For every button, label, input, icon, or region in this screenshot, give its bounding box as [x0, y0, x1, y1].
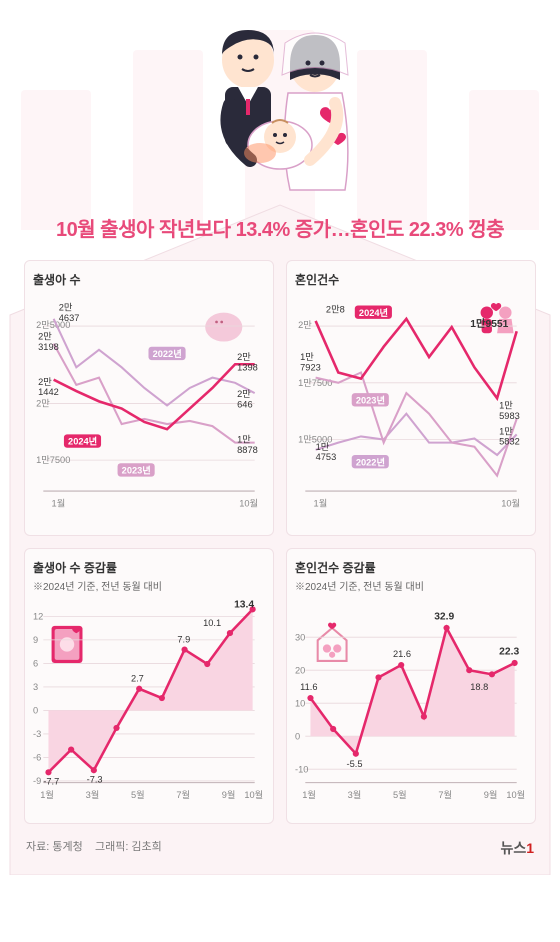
- svg-text:30: 30: [295, 632, 305, 642]
- svg-text:7.9: 7.9: [177, 634, 190, 644]
- svg-text:-10: -10: [295, 764, 308, 774]
- svg-text:2만: 2만: [36, 399, 50, 409]
- svg-text:-6: -6: [33, 753, 41, 763]
- svg-text:4637: 4637: [59, 313, 80, 323]
- svg-text:0: 0: [295, 731, 300, 741]
- chart-marriages: 혼인건수 2만 1만7500 1만5000: [286, 260, 536, 536]
- svg-text:2만: 2만: [237, 389, 251, 399]
- births-rate-svg: 12 9 6 3 0 -3 -6 -9 -7.7 -7.3 2.7 7.9 10.1 13.4…: [33, 597, 265, 808]
- svg-text:21.6: 21.6: [393, 649, 411, 659]
- charts-grid: 출생아 수 2만5000 2만 1만7500: [0, 260, 560, 824]
- svg-text:1만: 1만: [316, 442, 330, 452]
- svg-text:13.4: 13.4: [234, 599, 254, 610]
- svg-text:1월: 1월: [314, 498, 328, 509]
- svg-text:5월: 5월: [393, 789, 407, 800]
- svg-text:1만9551: 1만9551: [470, 317, 508, 330]
- svg-text:-7.7: -7.7: [43, 777, 59, 787]
- svg-text:2만8: 2만8: [326, 305, 345, 315]
- svg-text:20: 20: [295, 665, 305, 675]
- svg-text:7923: 7923: [300, 362, 321, 372]
- svg-text:-9: -9: [33, 776, 41, 786]
- footer: 자료: 통계청 그래픽: 김초희 뉴스1: [0, 824, 560, 858]
- svg-text:2023년: 2023년: [122, 465, 151, 476]
- svg-text:1만7500: 1만7500: [36, 455, 70, 465]
- svg-text:5832: 5832: [499, 437, 520, 447]
- svg-text:1만: 1만: [499, 401, 513, 411]
- svg-text:2만: 2만: [59, 303, 73, 313]
- svg-text:2024년: 2024년: [359, 307, 388, 318]
- svg-text:22.3: 22.3: [499, 647, 519, 658]
- svg-text:10월: 10월: [244, 789, 263, 800]
- svg-text:2023년: 2023년: [356, 394, 385, 405]
- svg-text:2024년: 2024년: [68, 436, 97, 447]
- couple-illustration: [0, 0, 560, 205]
- svg-text:4753: 4753: [316, 452, 337, 462]
- chart-births-rate: 출생아 수 증감률 ※2024년 기준, 전년 동월 대비 12 9 6 3 0 -3 -6…: [24, 548, 274, 824]
- svg-text:10월: 10월: [501, 498, 520, 509]
- svg-text:3: 3: [33, 682, 38, 692]
- svg-text:-3: -3: [33, 729, 41, 739]
- svg-text:1만: 1만: [300, 352, 314, 362]
- svg-text:12: 12: [33, 611, 43, 621]
- svg-text:7월: 7월: [438, 789, 452, 800]
- svg-text:3월: 3월: [86, 789, 100, 800]
- svg-text:9월: 9월: [222, 789, 236, 800]
- footer-graphic: 그래픽: 김초희: [95, 841, 162, 853]
- svg-text:2만: 2만: [298, 320, 312, 330]
- svg-text:3월: 3월: [348, 789, 362, 800]
- marriages-rate-svg: 30 20 10 0 -10 11.6 -5.5 21.6 32.9 18.8 22.3…: [295, 597, 527, 808]
- svg-text:6: 6: [33, 658, 38, 668]
- news1-logo: 뉴스1: [500, 838, 534, 858]
- svg-text:18.8: 18.8: [470, 682, 488, 692]
- svg-text:1월: 1월: [40, 789, 54, 800]
- chart-title: 혼인건수 증감률: [295, 559, 527, 576]
- svg-text:2022년: 2022년: [356, 456, 385, 467]
- footer-source: 자료: 통계청: [26, 841, 83, 853]
- svg-text:646: 646: [237, 400, 252, 410]
- svg-text:9월: 9월: [484, 789, 498, 800]
- svg-text:2만: 2만: [38, 377, 52, 387]
- svg-text:1442: 1442: [38, 387, 59, 397]
- svg-text:-5.5: -5.5: [347, 759, 363, 769]
- svg-text:8878: 8878: [237, 445, 258, 455]
- svg-text:5983: 5983: [499, 411, 520, 421]
- svg-text:10월: 10월: [239, 498, 258, 509]
- svg-text:10.1: 10.1: [203, 618, 221, 628]
- chart-subtitle: ※2024년 기준, 전년 동월 대비: [33, 578, 265, 593]
- svg-text:1월: 1월: [52, 498, 66, 509]
- svg-text:5월: 5월: [131, 789, 145, 800]
- births-svg: 2만5000 2만 1만7500 2022년 2023년 2024년 2만 46…: [33, 290, 265, 522]
- svg-text:1398: 1398: [237, 362, 258, 372]
- chart-title: 출생아 수 증감률: [33, 559, 265, 576]
- svg-text:1만: 1만: [237, 435, 251, 445]
- svg-text:32.9: 32.9: [434, 612, 454, 623]
- chart-marriages-rate: 혼인건수 증감률 ※2024년 기준, 전년 동월 대비 30 20 10 0 -10 …: [286, 548, 536, 824]
- svg-text:11.6: 11.6: [300, 682, 317, 692]
- svg-text:10월: 10월: [506, 789, 525, 800]
- infographic-title: 10월 출생아 작년보다 13.4% 증가…혼인도 22.3% 껑충: [0, 205, 560, 260]
- svg-text:10: 10: [295, 698, 305, 708]
- svg-text:2022년: 2022년: [153, 348, 182, 359]
- svg-text:2만: 2만: [38, 331, 52, 341]
- svg-text:9: 9: [33, 635, 38, 645]
- svg-text:2만: 2만: [237, 352, 251, 362]
- svg-text:1만: 1만: [499, 426, 513, 436]
- svg-text:1월: 1월: [302, 789, 316, 800]
- chart-births: 출생아 수 2만5000 2만 1만7500: [24, 260, 274, 536]
- marriages-svg: 2만 1만7500 1만5000 2024년 2023년 2022년 2만8 1…: [295, 290, 527, 522]
- svg-text:0: 0: [33, 706, 38, 716]
- svg-text:7월: 7월: [176, 789, 190, 800]
- svg-text:2.7: 2.7: [131, 674, 144, 684]
- svg-text:3198: 3198: [38, 342, 59, 352]
- chart-title: 혼인건수: [295, 271, 527, 288]
- svg-text:-7.3: -7.3: [87, 775, 103, 785]
- chart-subtitle: ※2024년 기준, 전년 동월 대비: [295, 578, 527, 593]
- chart-title: 출생아 수: [33, 271, 265, 288]
